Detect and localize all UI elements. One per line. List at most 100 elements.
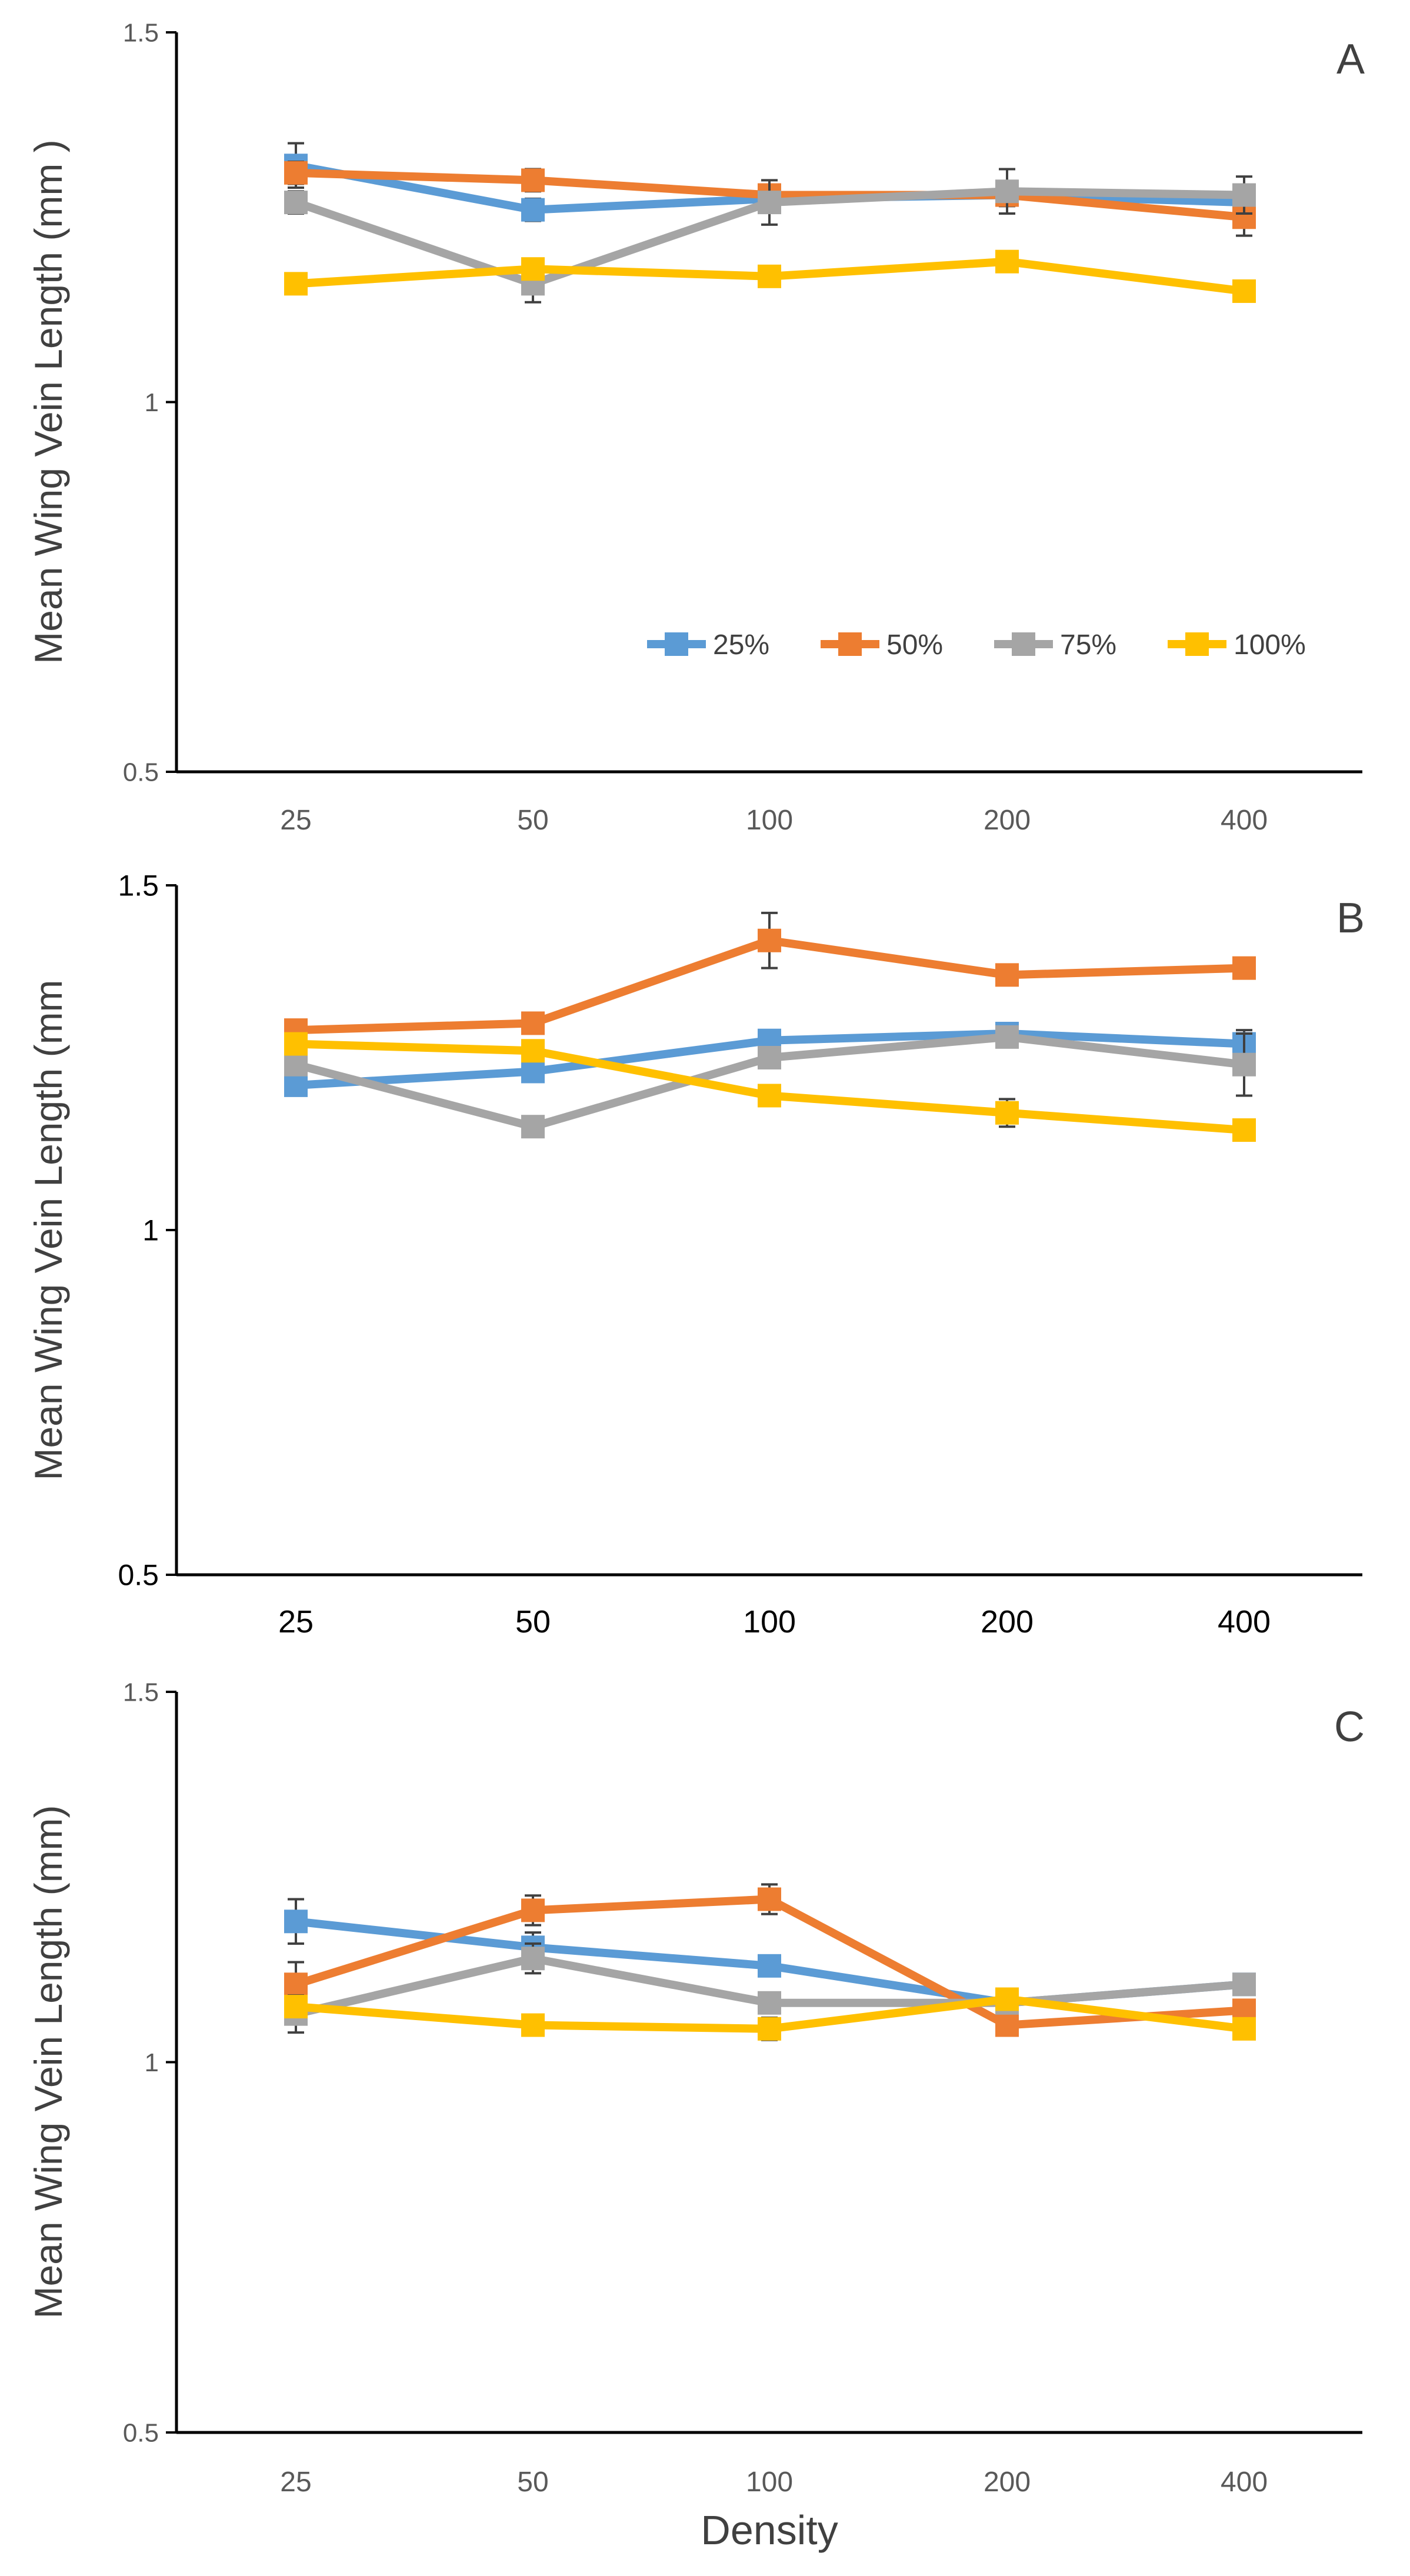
data-marker [758, 1991, 781, 2015]
legend: 25% 50% 75% 100% [647, 629, 1306, 661]
data-marker [521, 198, 545, 222]
data-marker [521, 1115, 545, 1139]
data-marker [1232, 1052, 1256, 1077]
data-marker [1232, 279, 1256, 303]
y-tick-labels: 0.5 1 1.5 [123, 1678, 176, 2447]
panel-b: B Mean Wing Vein Length (mm 0.5 1 1.5 25 50… [26, 869, 1365, 1640]
data-marker [521, 1011, 545, 1035]
data-marker [521, 1947, 545, 1971]
data-marker [284, 1052, 308, 1077]
data-marker [995, 1101, 1019, 1125]
legend-label: 50% [886, 629, 943, 661]
x-tick-label: 400 [1221, 2467, 1268, 2498]
y-tick-label: 1 [145, 388, 159, 417]
y-axis-title: Mean Wing Vein Length (mm ) [26, 139, 70, 664]
data-marker [521, 168, 545, 192]
panel-label: B [1336, 895, 1365, 942]
data-marker [284, 191, 308, 215]
series [284, 1883, 1256, 2041]
y-axis-title: Mean Wing Vein Length (mm [26, 979, 70, 1480]
series-75pct [284, 1025, 1256, 1139]
y-tick-label: 0.5 [123, 758, 159, 787]
data-marker [995, 963, 1019, 987]
data-marker [284, 1972, 308, 1997]
data-marker [995, 179, 1019, 204]
legend-marker [838, 632, 862, 656]
legend-marker [1012, 632, 1035, 656]
x-tick-label: 25 [280, 805, 311, 836]
legend-item: 75% [994, 629, 1116, 661]
x-tick-labels: 25 50 100 200 400 [280, 805, 1268, 836]
y-tick-label: 0.5 [118, 1559, 159, 1592]
data-marker [284, 272, 308, 296]
x-tick-label: 100 [746, 805, 793, 836]
data-marker [284, 161, 308, 185]
x-tick-label: 25 [278, 1604, 314, 1639]
y-tick-label: 1 [142, 1214, 159, 1247]
data-marker [521, 257, 545, 281]
panel-a: A Mean Wing Vein Length (mm ) 0.5 1 1.5 25… [26, 18, 1365, 836]
legend-label: 75% [1060, 629, 1116, 661]
legend-label: 25% [713, 629, 769, 661]
panel-label: A [1336, 36, 1365, 83]
x-tick-labels: 25 50 100 200 400 [280, 2467, 1268, 2498]
data-marker [995, 1025, 1019, 1049]
legend-label: 100% [1234, 629, 1306, 661]
data-marker [521, 1059, 545, 1084]
data-marker [758, 1084, 781, 1108]
data-marker [521, 2013, 545, 2037]
data-marker [284, 1032, 308, 1056]
y-tick-label: 0.5 [123, 2418, 159, 2447]
x-tick-label: 400 [1221, 805, 1268, 836]
legend-marker [665, 632, 688, 656]
legend-marker [1185, 632, 1209, 656]
data-marker [1232, 956, 1256, 980]
data-marker [758, 2017, 781, 2041]
x-axis-title: Density [701, 2507, 838, 2553]
x-tick-label: 200 [984, 805, 1031, 836]
data-marker [1232, 1972, 1256, 1997]
data-marker [758, 1887, 781, 1911]
y-tick-label: 1.5 [123, 18, 159, 47]
series-75pct [284, 168, 1256, 304]
x-tick-label: 50 [517, 805, 548, 836]
data-marker [521, 1039, 545, 1063]
data-marker [995, 2013, 1019, 2037]
x-tick-label: 200 [981, 1604, 1034, 1639]
data-marker [1232, 1118, 1256, 1142]
data-marker [995, 249, 1019, 274]
data-marker [521, 1898, 545, 1922]
y-tick-label: 1.5 [118, 869, 159, 902]
data-marker [758, 191, 781, 215]
data-marker [1232, 183, 1256, 207]
y-axis-title: Mean Wing Vein Length (mm) [26, 1805, 70, 2318]
data-marker [284, 1909, 308, 1934]
data-marker [284, 1995, 308, 2019]
data-marker [758, 928, 781, 952]
x-tick-label: 200 [984, 2467, 1031, 2498]
data-marker [758, 264, 781, 288]
series-100pct [284, 1032, 1256, 1142]
x-tick-label: 25 [280, 2467, 311, 2498]
data-marker [758, 1046, 781, 1069]
y-tick-labels: 0.5 1 1.5 [118, 869, 176, 1592]
data-marker [284, 1073, 308, 1097]
x-tick-label: 100 [746, 2467, 793, 2498]
x-tick-label: 50 [515, 1604, 551, 1639]
series-100pct [284, 1987, 1256, 2041]
data-marker [1232, 2017, 1256, 2041]
y-tick-labels: 0.5 1 1.5 [123, 18, 176, 787]
x-tick-label: 50 [517, 2467, 548, 2498]
x-tick-label: 100 [743, 1604, 796, 1639]
y-tick-label: 1.5 [123, 1678, 159, 1707]
legend-item: 25% [647, 629, 769, 661]
panel-c: C Mean Wing Vein Length (mm) Density 0.5… [26, 1678, 1365, 2553]
series [284, 911, 1256, 1142]
panel-label: C [1334, 1704, 1365, 1751]
x-tick-labels: 25 50 100 200 400 [278, 1604, 1271, 1639]
data-marker [995, 1987, 1019, 2011]
data-marker [758, 1954, 781, 1978]
y-tick-label: 1 [145, 2048, 159, 2077]
x-tick-label: 400 [1218, 1604, 1271, 1639]
